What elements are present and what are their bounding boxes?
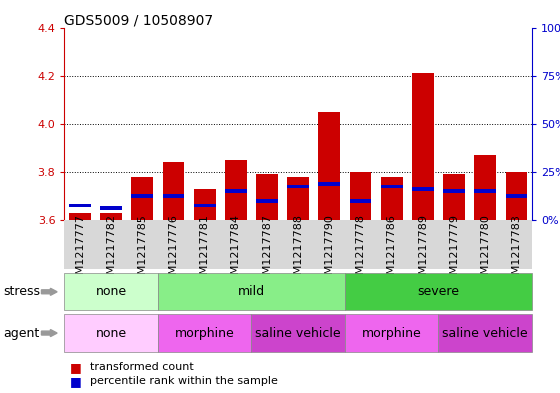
Bar [349, 172, 371, 220]
Bar [443, 174, 465, 220]
Text: GDS5009 / 10508907: GDS5009 / 10508907 [64, 14, 213, 28]
Bar [474, 155, 496, 220]
Bar [162, 194, 184, 198]
Text: mild: mild [238, 285, 265, 298]
Bar [132, 177, 153, 220]
Bar [443, 189, 465, 193]
Bar [225, 189, 247, 193]
Text: morphine: morphine [362, 327, 422, 340]
Bar [319, 182, 340, 186]
Bar [162, 162, 184, 220]
Bar [100, 213, 122, 220]
Bar [381, 185, 403, 188]
Text: none: none [96, 285, 127, 298]
Bar [287, 177, 309, 220]
Bar [194, 204, 216, 208]
Text: severe: severe [417, 285, 459, 298]
Text: none: none [96, 327, 127, 340]
Text: saline vehicle: saline vehicle [255, 327, 341, 340]
Text: transformed count: transformed count [90, 362, 193, 373]
Text: ■: ■ [70, 375, 82, 388]
Text: morphine: morphine [175, 327, 235, 340]
Bar [381, 177, 403, 220]
Text: percentile rank within the sample: percentile rank within the sample [90, 376, 277, 386]
Bar [319, 112, 340, 220]
Bar [256, 199, 278, 203]
Bar [100, 206, 122, 210]
Text: stress: stress [3, 285, 40, 298]
Bar [194, 189, 216, 220]
Bar [69, 204, 91, 208]
Bar [412, 73, 434, 220]
Bar [69, 213, 91, 220]
Bar [412, 187, 434, 191]
Text: ■: ■ [70, 361, 82, 374]
Bar [506, 194, 528, 198]
Text: agent: agent [3, 327, 39, 340]
Bar [287, 185, 309, 188]
Text: saline vehicle: saline vehicle [442, 327, 528, 340]
Bar [349, 199, 371, 203]
Bar [132, 194, 153, 198]
Bar [506, 172, 528, 220]
Bar [474, 189, 496, 193]
Bar [225, 160, 247, 220]
Bar [256, 174, 278, 220]
